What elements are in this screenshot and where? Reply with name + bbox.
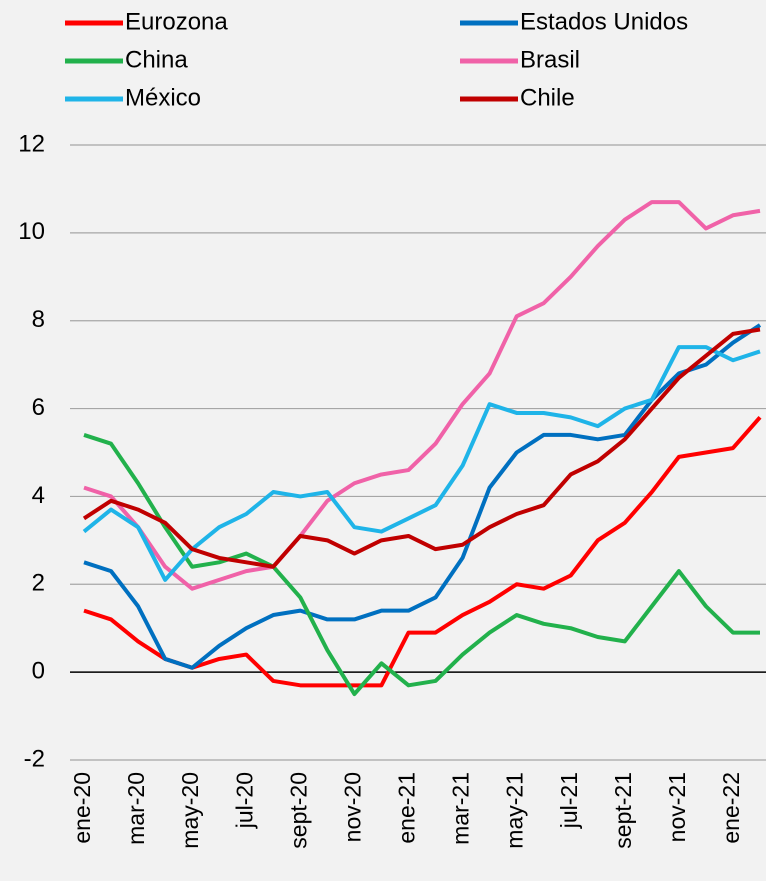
x-tick-label: sept-21 bbox=[610, 772, 636, 849]
x-tick-label: ene-21 bbox=[394, 772, 420, 844]
legend-label: México bbox=[125, 84, 201, 111]
y-tick-label: 12 bbox=[18, 130, 45, 157]
series-line bbox=[82, 345, 761, 582]
x-tick-label: nov-21 bbox=[664, 772, 690, 842]
x-tick-label: ene-22 bbox=[718, 772, 744, 844]
x-tick-label: mar-20 bbox=[123, 772, 149, 845]
y-tick-label: 2 bbox=[32, 570, 45, 597]
y-tick-label: 0 bbox=[32, 657, 45, 684]
series-line bbox=[83, 323, 762, 670]
y-tick-label: -2 bbox=[24, 745, 45, 772]
y-tick-label: 6 bbox=[32, 394, 45, 421]
y-tick-label: 8 bbox=[32, 306, 45, 333]
x-tick-label: sept-20 bbox=[285, 772, 311, 849]
y-tick-label: 4 bbox=[32, 482, 45, 509]
x-tick-label: may-20 bbox=[177, 772, 203, 849]
x-tick-label: jul-20 bbox=[231, 772, 257, 829]
x-tick-label: may-21 bbox=[502, 772, 528, 849]
x-tick-label: mar-21 bbox=[448, 772, 474, 845]
series-line bbox=[82, 327, 761, 569]
x-tick-label: jul-21 bbox=[556, 772, 582, 829]
legend-label: China bbox=[125, 46, 188, 73]
legend-label: Estados Unidos bbox=[520, 8, 688, 35]
legend-label: Eurozona bbox=[125, 8, 228, 35]
legend-label: Chile bbox=[520, 84, 575, 111]
y-tick-label: 10 bbox=[18, 218, 45, 245]
series-line bbox=[83, 433, 760, 697]
series-line bbox=[83, 200, 761, 591]
x-tick-label: nov-20 bbox=[339, 772, 365, 842]
legend-label: Brasil bbox=[520, 46, 580, 73]
x-tick-label: ene-20 bbox=[69, 772, 95, 844]
